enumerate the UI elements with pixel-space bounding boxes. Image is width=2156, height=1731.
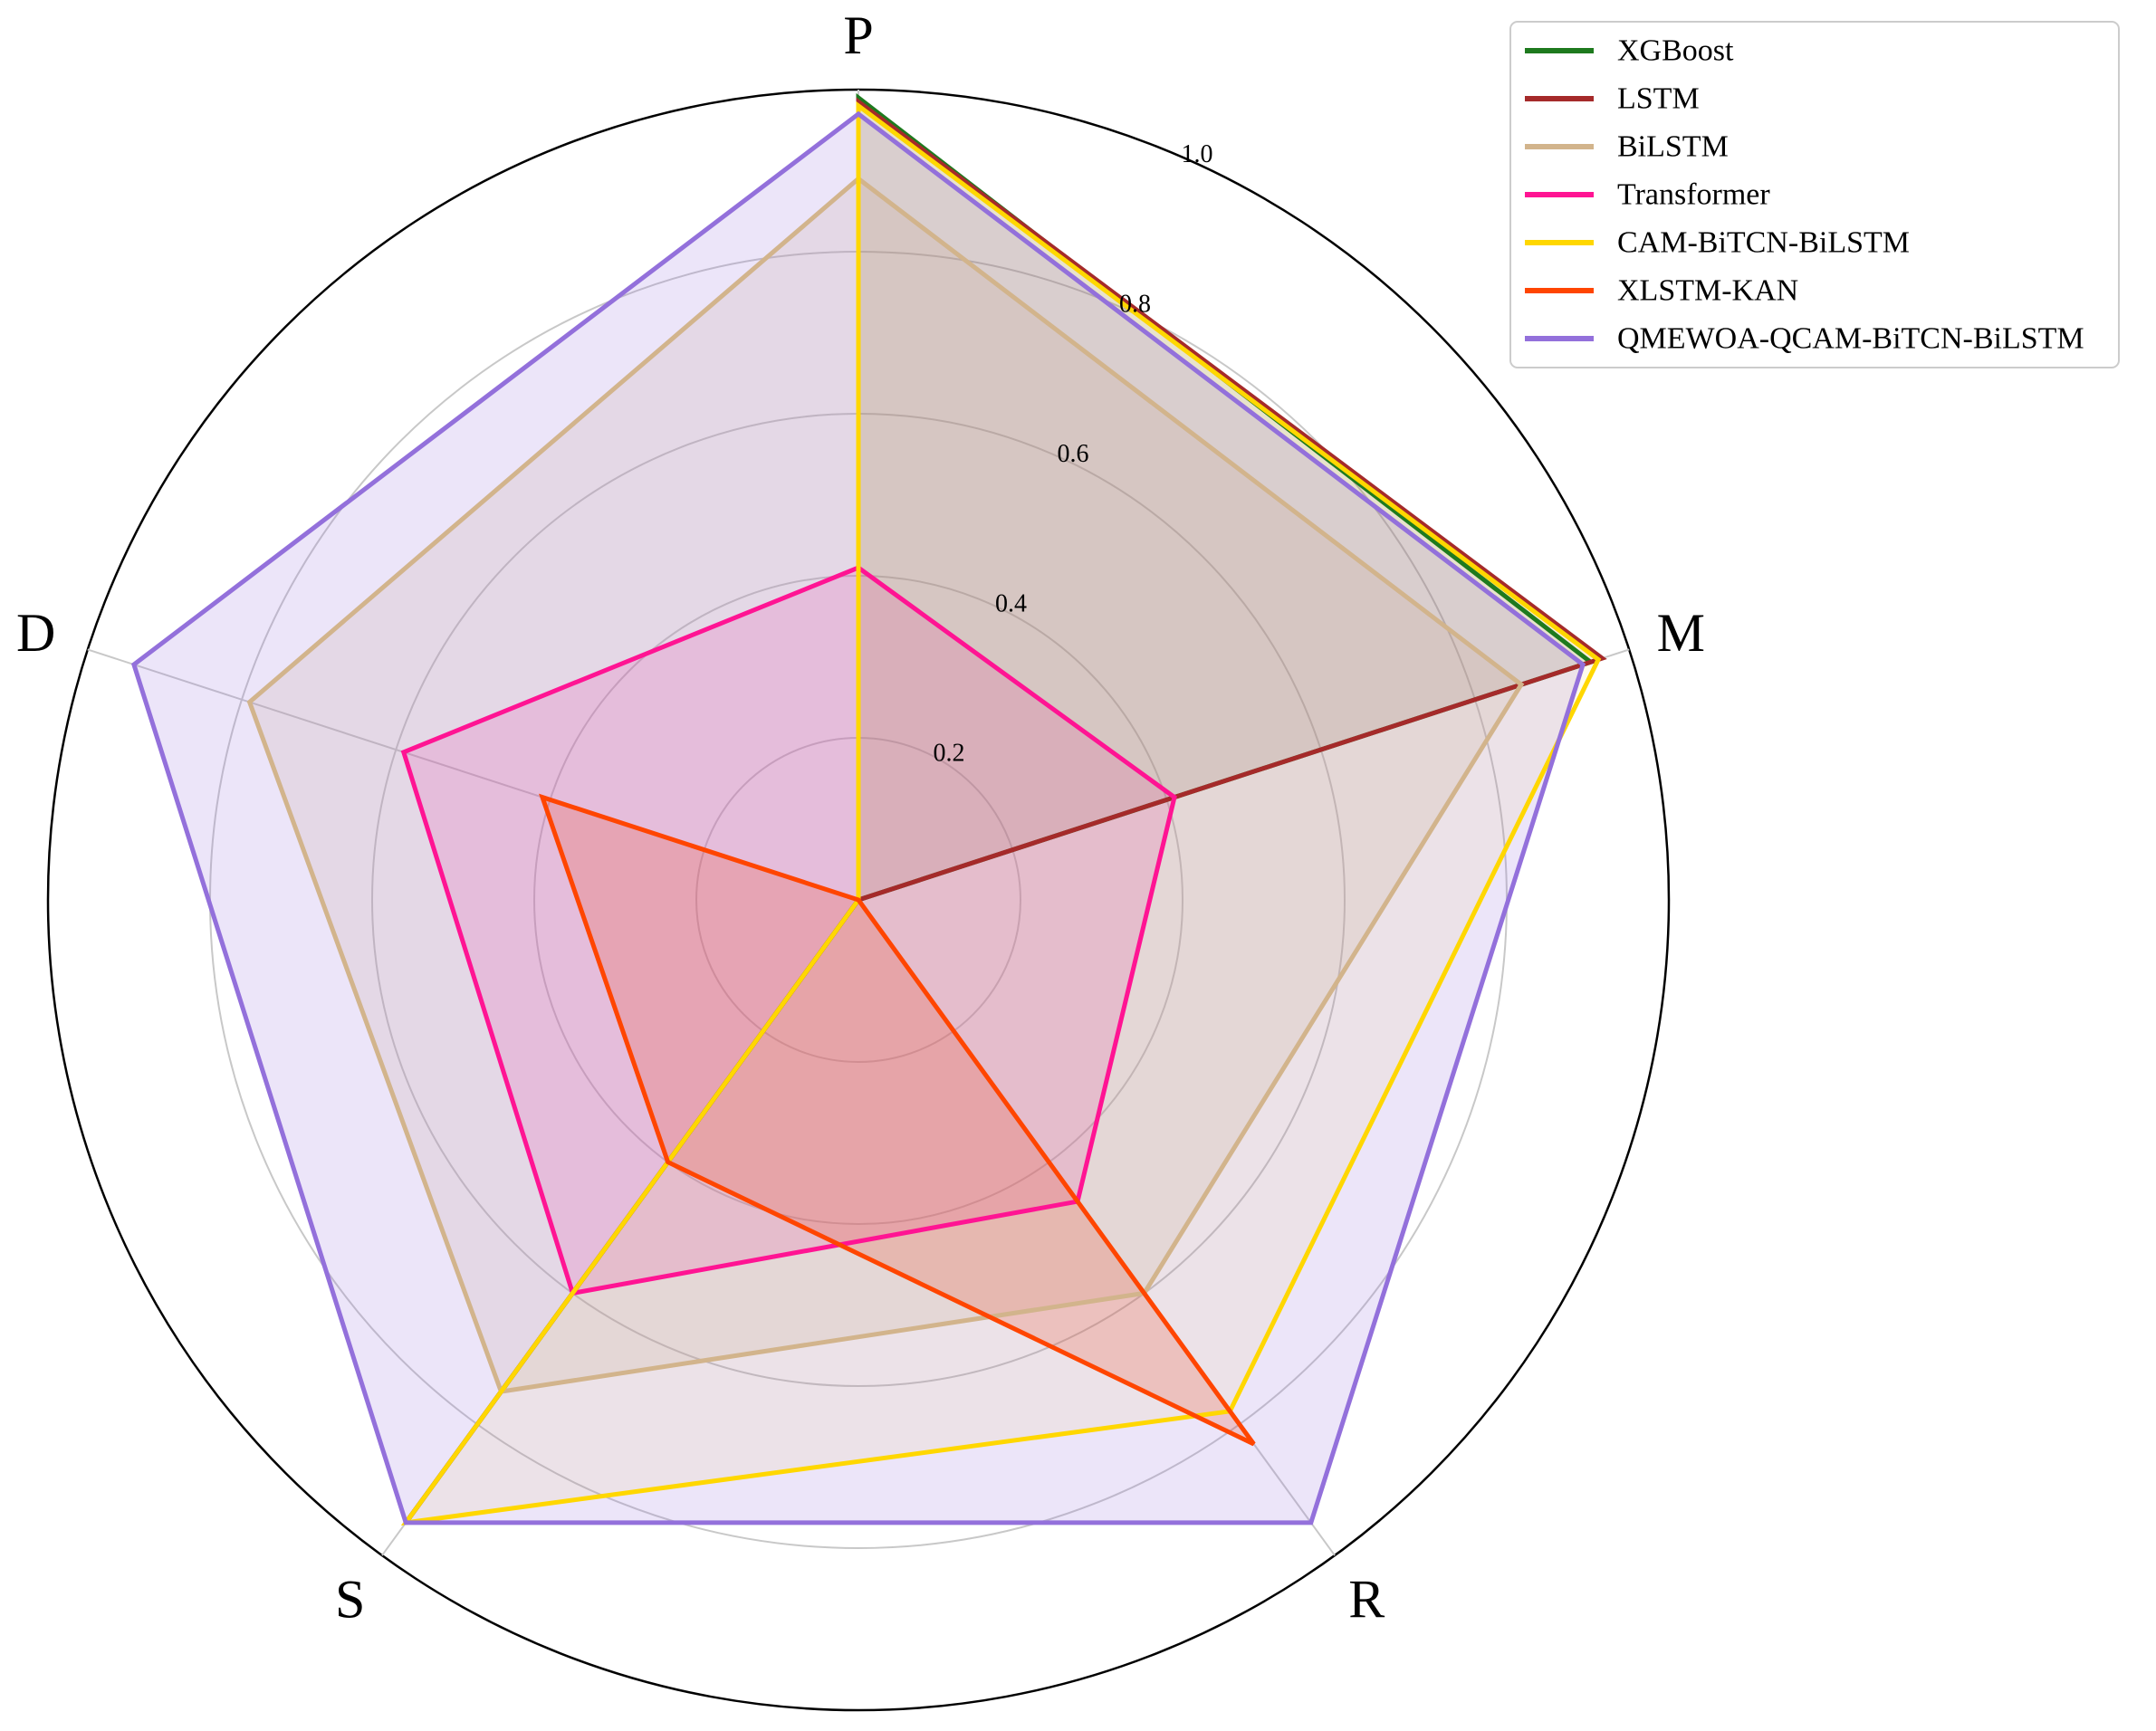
- series-line: [400, 100, 1602, 1526]
- legend-label: Transformer: [1617, 178, 1770, 212]
- legend-label: QMEWOA-QCAM-BiTCN-BiLSTM: [1617, 322, 2084, 356]
- series-fill: [406, 101, 1603, 1523]
- legend-label: XLSTM-KAN: [1617, 274, 1798, 308]
- radial-tick-label: 0.4: [995, 589, 1027, 617]
- axis-label: P: [843, 5, 873, 65]
- series-line: [130, 110, 1586, 1525]
- legend-label: BiLSTM: [1617, 130, 1729, 164]
- series-fill: [249, 178, 1522, 1392]
- legend: XGBoost LSTM BiLSTM Transformer CAM-BiTCN-Bi…: [1509, 21, 2120, 368]
- radial-tick-label: 0.6: [1058, 440, 1089, 468]
- series-fill: [406, 98, 1591, 1523]
- radial-ticks: 0.2 0.4 0.6 0.8 1.0: [934, 140, 1213, 768]
- legend-box: [1509, 21, 2120, 368]
- series-fill: [403, 568, 1174, 1294]
- radial-tick-label: 0.2: [934, 740, 965, 768]
- series-line: [246, 176, 1525, 1394]
- series-fill: [542, 797, 1254, 1444]
- axis-label: R: [1348, 1570, 1385, 1630]
- radial-tick-label: 1.0: [1182, 140, 1213, 168]
- axis-label: M: [1657, 603, 1705, 663]
- radial-tick-label: 0.8: [1119, 291, 1151, 319]
- axis-labels: P M R S D: [16, 5, 1705, 1630]
- axis-label: S: [335, 1570, 365, 1630]
- legend-label: LSTM: [1617, 82, 1700, 116]
- axis-label: D: [16, 603, 55, 663]
- legend-label: CAM-BiTCN-BiLSTM: [1617, 226, 1910, 260]
- series-fill: [406, 105, 1599, 1523]
- legend-label: XGBoost: [1617, 34, 1734, 68]
- series-line: [539, 793, 1256, 1447]
- series-line: [400, 565, 1177, 1296]
- series-layer: [130, 92, 1607, 1526]
